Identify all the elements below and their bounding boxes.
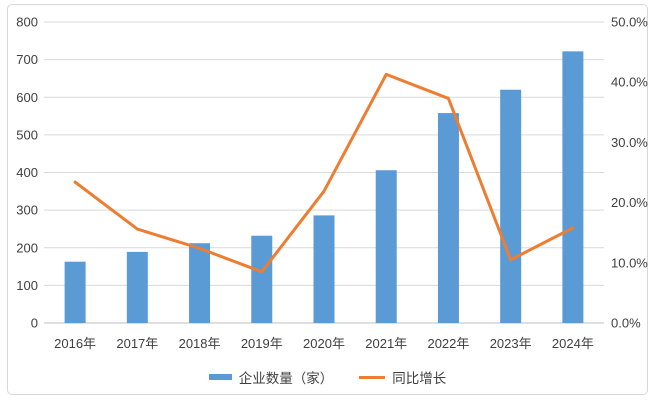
y2-axis-tick-label: 20.0% [611, 195, 648, 210]
y2-axis-tick-label: 30.0% [611, 135, 648, 150]
bar-series-label: 企业数量（家） [238, 371, 334, 386]
y-axis-tick-label: 100 [16, 278, 38, 293]
bar-2020年 [313, 215, 335, 323]
bar-2023年 [500, 89, 522, 323]
line-series-label: 同比增长 [392, 371, 447, 386]
x-axis-label: 2021年 [365, 336, 407, 351]
y-axis-tick-label: 200 [16, 240, 38, 255]
y2-axis-tick-label: 10.0% [611, 255, 648, 270]
x-axis-label: 2020年 [303, 336, 345, 351]
bar-2018年 [189, 243, 211, 323]
x-axis-label: 2016年 [54, 336, 96, 351]
legend-item-line-series: 同比增长 [359, 367, 446, 387]
y-axis-tick-label: 500 [16, 127, 38, 142]
legend: 企业数量（家） 同比增长 [0, 367, 655, 387]
x-axis-label: 2017年 [116, 336, 158, 351]
y-axis-tick-label: 300 [16, 203, 38, 218]
x-axis-label: 2023年 [490, 336, 532, 351]
y-axis-tick-label: 0 [31, 316, 38, 331]
bar-series-swatch-icon [208, 374, 232, 380]
y-axis-tick-label: 800 [16, 15, 38, 30]
x-axis-label: 2022年 [427, 336, 469, 351]
chart-frame [7, 4, 648, 395]
bar-2022年 [437, 113, 459, 324]
x-axis-label: 2019年 [241, 336, 283, 351]
growth-line [73, 72, 575, 274]
y-axis-tick-label: 600 [16, 90, 38, 105]
x-axis-label: 2024年 [552, 336, 594, 351]
bar-2019年 [251, 235, 273, 323]
bar-2024年 [562, 51, 584, 323]
bar-2016年 [64, 261, 86, 323]
y2-axis-tick-label: 40.0% [611, 75, 648, 90]
bar-2021年 [375, 170, 397, 323]
bar-2017年 [126, 251, 148, 323]
y2-axis-tick-label: 50.0% [611, 15, 648, 30]
y-axis-tick-label: 700 [16, 52, 38, 67]
y2-axis-tick-label: 0.0% [611, 316, 641, 331]
y-axis-tick-label: 400 [16, 165, 38, 180]
x-axis-label: 2018年 [179, 336, 221, 351]
legend-item-bar-series: 企业数量（家） [208, 367, 334, 387]
line-series-swatch-icon [359, 375, 386, 379]
